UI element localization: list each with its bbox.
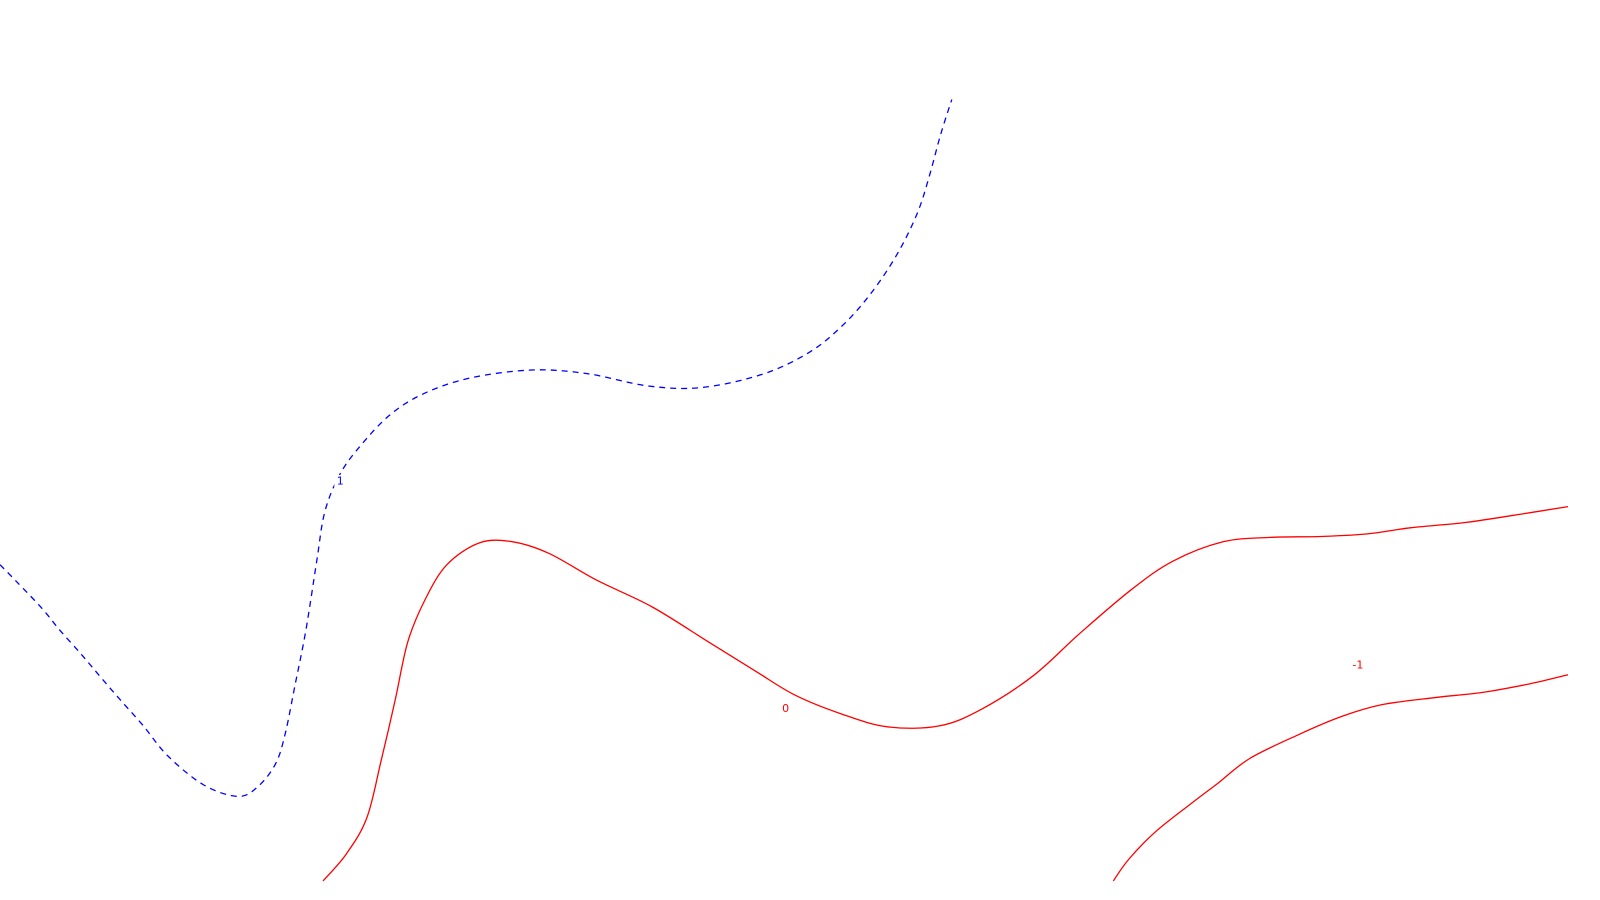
contour-label-level-0: 0 (782, 702, 789, 715)
contour-lines (0, 99, 1569, 882)
contour-line-level-1 (0, 99, 953, 798)
contour-label-background (334, 475, 347, 487)
contour-labels: 1 0 -1 (334, 475, 1364, 715)
contour-label-background (779, 702, 792, 715)
contour-line-level-neg1 (1112, 674, 1569, 882)
contour-label-level-1: 1 (337, 475, 344, 488)
contour-label-background (1351, 659, 1364, 672)
contour-label-level-neg1: -1 (1352, 659, 1363, 672)
contour-line-level-0 (322, 505, 1569, 882)
